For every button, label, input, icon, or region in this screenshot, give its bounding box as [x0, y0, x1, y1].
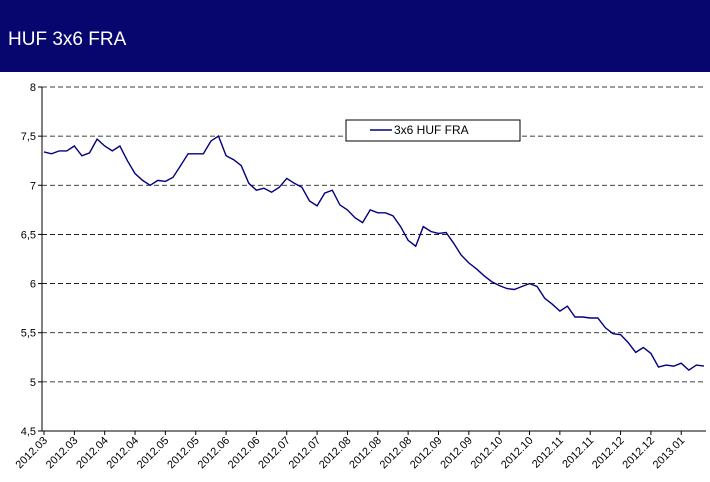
- y-tick-label: 7,5: [21, 131, 36, 143]
- legend-box: [345, 119, 521, 142]
- x-tick-label: 2012.05: [135, 435, 172, 472]
- x-tick-label: 2012.04: [105, 435, 142, 472]
- x-tick-label: 2012.11: [530, 435, 566, 471]
- x-tick-label: 2013.01: [651, 435, 688, 472]
- x-tick-label: 2012.08: [317, 435, 354, 472]
- x-tick-label: 2012.07: [256, 435, 293, 472]
- x-tick-label: 2012.07: [287, 435, 324, 472]
- x-tick-label: 2012.05: [165, 435, 202, 472]
- x-tick-label: 2012.03: [44, 435, 81, 472]
- x-tick-label: 2012.10: [469, 435, 506, 472]
- y-tick-label: 5: [30, 377, 36, 389]
- chart-title: HUF 3x6 FRA: [8, 29, 127, 50]
- x-tick-label: 2012.09: [408, 435, 445, 472]
- y-tick-label: 8: [30, 82, 36, 94]
- x-tick-label: 2012.12: [590, 435, 627, 472]
- x-tick-label: 2012.08: [347, 435, 384, 472]
- x-tick-label: 2012.06: [196, 435, 233, 472]
- x-tick-label: 2012.09: [438, 435, 475, 472]
- legend-label: 3x6 HUF FRA: [394, 123, 469, 137]
- y-tick-label: 4,5: [21, 426, 36, 438]
- x-tick-label: 2012.06: [226, 435, 263, 472]
- header-bar: [0, 0, 710, 72]
- x-tick-label: 2012.12: [620, 435, 657, 472]
- x-tick-label: 2012.08: [378, 435, 415, 472]
- x-tick-label: 2012.03: [14, 435, 51, 472]
- y-tick-label: 6,5: [21, 229, 36, 241]
- y-tick-label: 7: [30, 180, 36, 192]
- x-tick-label: 2012.04: [74, 435, 111, 472]
- x-tick-label: 2012.11: [560, 435, 596, 471]
- line-series: [43, 135, 705, 371]
- y-tick-label: 6: [30, 279, 36, 291]
- y-tick-label: 5,5: [21, 328, 36, 340]
- x-tick-label: 2012.10: [499, 435, 536, 472]
